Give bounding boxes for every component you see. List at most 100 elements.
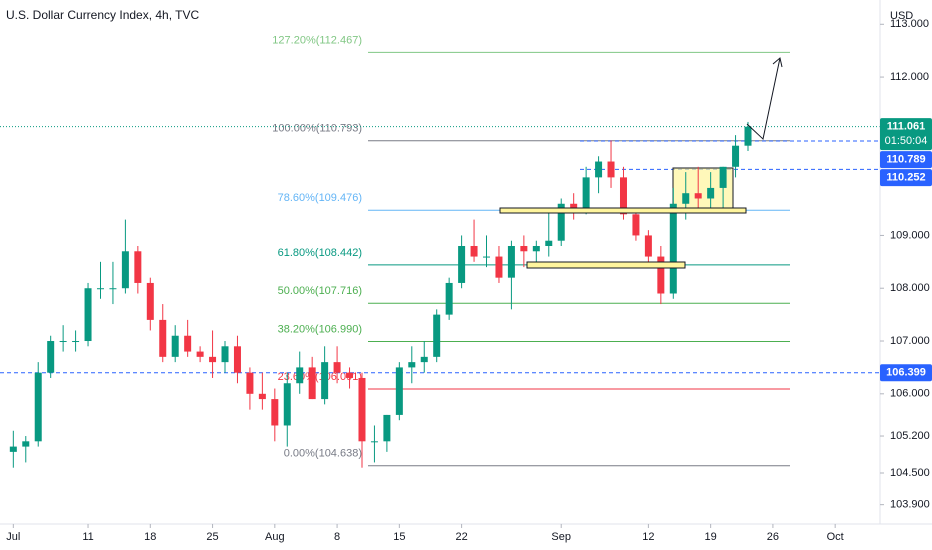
y-tick-label: 108.000 xyxy=(890,282,930,294)
candle-body xyxy=(246,372,254,394)
candle-body xyxy=(84,288,92,342)
y-tick-label: 106.000 xyxy=(890,388,930,400)
candle-body xyxy=(644,235,652,257)
candle-body xyxy=(370,441,378,443)
candle-body xyxy=(47,341,55,373)
candle-body xyxy=(271,399,279,426)
x-tick-label: Sep xyxy=(551,531,571,543)
candle-body xyxy=(694,193,702,199)
y-tick-label: 109.000 xyxy=(890,229,930,241)
candle-body xyxy=(657,256,665,294)
candle-body xyxy=(732,145,740,167)
projection-arrow xyxy=(746,57,781,140)
fib-label: 50.00%(107.716) xyxy=(278,285,362,297)
currency-label: USD xyxy=(890,10,913,22)
support-zone xyxy=(526,261,686,269)
fib-label: 100.00%(110.793) xyxy=(272,123,362,135)
fib-label: 0.00%(104.638) xyxy=(284,448,362,460)
candle-body xyxy=(433,314,441,357)
x-tick-label: 8 xyxy=(334,531,340,543)
candle-body xyxy=(209,356,217,363)
candle-body xyxy=(296,367,304,384)
candle-body xyxy=(395,367,403,415)
candle-body xyxy=(420,356,428,363)
candle-body xyxy=(9,446,17,452)
candle-body xyxy=(96,288,104,290)
candle-body xyxy=(408,362,416,368)
candle-body xyxy=(707,187,715,199)
candle-body xyxy=(121,251,129,289)
x-tick-label: 22 xyxy=(455,531,467,543)
x-tick-label: 26 xyxy=(767,531,779,543)
candle-body xyxy=(159,319,167,357)
candle-body xyxy=(470,245,478,257)
countdown-label: 01:50:04 xyxy=(885,135,928,147)
support-zone xyxy=(499,207,747,214)
candle-body xyxy=(445,282,453,315)
candle-body xyxy=(308,367,316,400)
candle-body xyxy=(520,245,528,252)
price-tag-label: 110.789 xyxy=(886,154,925,166)
candle-body xyxy=(682,193,690,204)
candle-body xyxy=(557,203,565,241)
price-tag-label: 111.061 xyxy=(887,121,926,133)
price-tag-label: 106.399 xyxy=(886,367,926,379)
axis-layer: 113.000 112.000 109.000 108.000 107.000 106.0… xyxy=(6,18,932,543)
chart-title: U.S. Dollar Currency Index, 4h, TVC xyxy=(6,8,200,22)
fib-layer: 127.20%(112.467) 100.00%(110.793) 78.60%(1… xyxy=(272,34,790,467)
candle-body xyxy=(545,240,553,246)
candle-body xyxy=(146,282,154,320)
fib-label: 78.60%(109.476) xyxy=(278,192,362,204)
candle-layer xyxy=(9,121,752,468)
candle-body xyxy=(632,214,640,236)
candle-body xyxy=(321,362,329,400)
x-tick-label: 19 xyxy=(705,531,717,543)
candle-body xyxy=(507,245,515,278)
price-tag xyxy=(880,118,932,151)
x-tick-label: 15 xyxy=(393,531,405,543)
fib-label: 127.20%(112.467) xyxy=(272,34,362,46)
candle-body xyxy=(346,372,354,378)
fib-label: 38.20%(106.990) xyxy=(278,323,362,335)
candle-body xyxy=(171,335,179,357)
candle-body xyxy=(495,256,503,278)
candle-body xyxy=(258,393,266,400)
x-tick-label: Aug xyxy=(265,531,285,543)
candle-body xyxy=(72,341,80,343)
y-tick-label: 103.900 xyxy=(890,499,930,511)
arrow-head xyxy=(772,57,783,68)
y-tick-label: 113.000 xyxy=(890,18,929,30)
y-tick-label: 112.000 xyxy=(890,71,929,83)
candle-body xyxy=(34,372,42,442)
price-tag-label: 110.252 xyxy=(886,172,925,184)
candle-body xyxy=(383,414,391,442)
fib-label: 61.80%(108.442) xyxy=(278,247,362,259)
candle-body xyxy=(607,161,615,178)
x-tick-label: 25 xyxy=(206,531,218,543)
x-tick-label: Oct xyxy=(827,531,844,543)
price-tag xyxy=(880,151,932,169)
candle-body xyxy=(283,383,291,426)
candle-body xyxy=(595,161,603,178)
candle-body xyxy=(532,245,540,252)
price-tag xyxy=(880,169,932,187)
candle-body xyxy=(233,346,241,373)
candle-body xyxy=(358,377,366,442)
x-tick-label: 18 xyxy=(144,531,156,543)
candle-body xyxy=(22,441,30,447)
candle-body xyxy=(333,362,341,373)
candle-body xyxy=(196,351,204,357)
candle-body xyxy=(744,126,752,146)
candle-body xyxy=(483,256,491,258)
price-tag xyxy=(880,364,932,382)
candle-body xyxy=(619,177,627,215)
candle-body xyxy=(109,288,117,290)
y-tick-label: 104.500 xyxy=(890,467,930,479)
candle-body xyxy=(59,341,67,343)
candle-body xyxy=(221,346,229,363)
x-tick-label: Jul xyxy=(6,531,20,543)
x-tick-label: 11 xyxy=(82,531,93,543)
candle-body xyxy=(669,203,677,294)
